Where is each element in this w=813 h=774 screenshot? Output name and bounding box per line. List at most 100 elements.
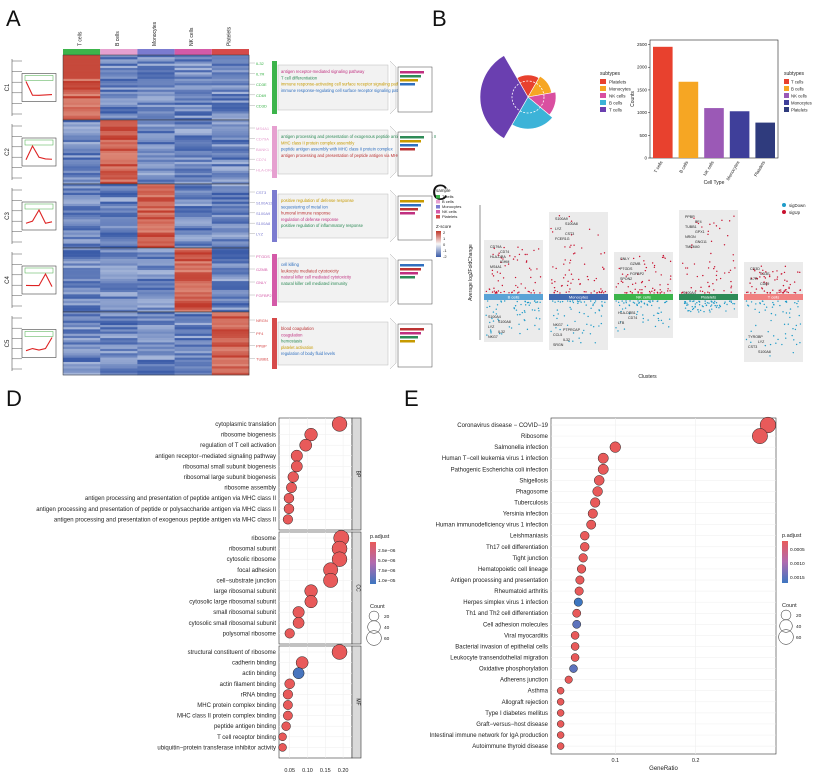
sig-down-point: [563, 315, 566, 317]
sample-legend-label: Monocytes: [442, 204, 461, 209]
sig-down-point: [498, 332, 501, 335]
sig-up-point: [581, 247, 583, 249]
sig-up-point: [686, 267, 689, 269]
sig-down-point: [492, 320, 495, 322]
heatmap-cell: [100, 241, 138, 244]
heatmap-cell: [100, 168, 138, 172]
heatmap-cell: [137, 278, 175, 282]
term-text: regulation of defense response: [281, 217, 339, 222]
sig-down-point: [500, 301, 503, 303]
sig-up-point: [625, 292, 628, 294]
sig-down-point: [651, 300, 654, 302]
sig-up-point: [563, 263, 565, 265]
heatmap-cell: [211, 342, 250, 345]
heatmap-cell: [100, 348, 138, 352]
heatmap-cell: [211, 274, 250, 277]
sig-up-point: [691, 244, 693, 246]
heatmap-cell: [137, 120, 175, 123]
sig-down-point: [779, 304, 781, 307]
heatmap-cell: [63, 259, 101, 262]
heatmap-cell: [63, 161, 101, 165]
heatmap-cell: [63, 274, 101, 277]
sig-down-point: [797, 306, 799, 308]
term-dot: [564, 675, 573, 684]
heatmap-cell: [137, 100, 175, 103]
heatmap-cell: [211, 340, 250, 343]
heatmap-cell: [211, 250, 250, 253]
term-label: Phagosome: [516, 489, 549, 495]
heatmap-cell: [100, 133, 138, 136]
sig-down-point: [570, 308, 572, 310]
heatmap-cell: [137, 322, 175, 326]
sig-up-point: [733, 215, 735, 217]
sig-up-point: [772, 289, 774, 291]
sig-down-point: [556, 317, 558, 320]
sig-down-point: [598, 309, 600, 311]
heatmap-cell: [137, 294, 175, 297]
term-text: hemostasis: [281, 339, 302, 344]
heatmap-cell: [137, 61, 175, 64]
cluster-label: C4: [5, 276, 11, 284]
sig-up-point: [570, 234, 573, 236]
sig-down-point: [495, 308, 497, 310]
heatmap-cell: [137, 263, 175, 266]
heatmap-cell: [137, 296, 175, 300]
heatmap-cell: [100, 172, 138, 176]
term-label: Herpes simplex virus 1 infection: [463, 600, 548, 606]
heatmap-cell: [100, 98, 138, 101]
sig-down-point: [684, 300, 686, 303]
sig-up-point: [502, 277, 505, 279]
term-bar: [400, 79, 418, 82]
term-dot: [570, 653, 580, 662]
term-text: MHC class II protein complex assembly: [281, 140, 355, 145]
sig-down-point: [658, 307, 660, 309]
sig-up-point: [600, 291, 602, 294]
heatmap-cell: [137, 55, 175, 58]
heatmap-cell: [63, 117, 101, 121]
term-label: MHC class II protein complex binding: [177, 714, 276, 720]
heatmap-cell: [174, 192, 213, 196]
column-color-bar: [137, 49, 175, 55]
sig-up-point: [659, 289, 661, 291]
heatmap-cell: [174, 214, 213, 218]
sig-down-point: [556, 309, 559, 311]
sig-down-point: [798, 314, 800, 317]
term-label: cadherin binding: [232, 661, 276, 667]
sig-up-point: [681, 292, 683, 294]
sig-down-point: [501, 333, 503, 335]
sig-up-point: [497, 280, 499, 282]
heatmap-cell: [211, 228, 250, 231]
up-gene-label: MS4A1: [490, 265, 502, 269]
heatmap-cell: [100, 331, 138, 335]
heatmap-cell: [100, 289, 138, 293]
volcano-legend-label: sigDown: [789, 203, 806, 208]
heatmap-cell: [137, 314, 175, 317]
heatmap-cell: [211, 210, 250, 213]
sig-down-point: [692, 300, 694, 303]
sig-up-point: [509, 255, 511, 257]
heatmap-cell: [63, 197, 101, 200]
sig-down-point: [554, 301, 556, 303]
sig-up-point: [778, 289, 780, 292]
heatmap-cell: [137, 245, 175, 249]
sig-up-point: [520, 283, 522, 285]
heatmap-cell: [211, 318, 250, 321]
heatmap-cell: [174, 94, 213, 97]
sig-up-point: [485, 290, 488, 293]
y-tick-label: 2500: [637, 42, 648, 47]
heatmap-cell: [137, 170, 175, 174]
heatmap-cell: [137, 223, 175, 227]
term-bar-box: [397, 323, 433, 368]
sig-up-point: [492, 253, 494, 256]
heatmap-cell: [100, 107, 138, 110]
heatmap-cell: [137, 197, 175, 200]
heatmap-cell: [100, 303, 138, 306]
sig-up-point: [564, 246, 566, 248]
down-gene-label: HLA-DRB1: [618, 311, 636, 315]
term-dot: [569, 664, 578, 673]
heatmap-cell: [211, 74, 250, 77]
sig-down-point: [592, 304, 594, 307]
term-text: peptide antigen assembly with MHC class …: [281, 147, 394, 152]
sig-up-point: [500, 291, 502, 294]
heatmap-cell: [137, 192, 175, 196]
